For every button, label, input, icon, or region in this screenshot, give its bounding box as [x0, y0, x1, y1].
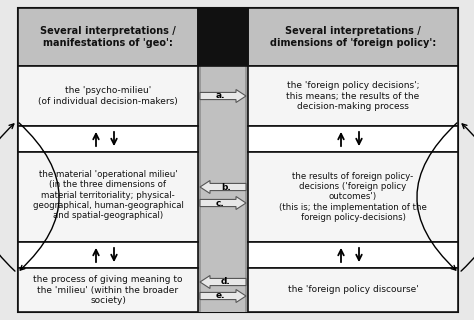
Bar [18, 66, 198, 126]
FancyArrow shape [200, 276, 246, 289]
FancyArrowPatch shape [19, 123, 59, 270]
Bar [248, 152, 458, 242]
FancyArrowPatch shape [461, 124, 474, 271]
Bar [18, 8, 198, 66]
FancyArrow shape [200, 90, 246, 102]
Bar [248, 268, 458, 312]
Text: e.: e. [215, 292, 225, 300]
Bar [198, 8, 248, 66]
FancyArrow shape [200, 180, 246, 194]
Bar [198, 8, 248, 312]
Bar [18, 268, 198, 312]
Text: the 'psycho-milieu'
(of individual decision-makers): the 'psycho-milieu' (of individual decis… [38, 86, 178, 106]
FancyArrow shape [200, 290, 246, 302]
Text: the material 'operational milieu'
(in the three dimensions of
material territori: the material 'operational milieu' (in th… [33, 170, 183, 220]
Bar [201, 8, 245, 312]
FancyArrowPatch shape [417, 123, 457, 270]
Text: the 'foreign policy decisions';
this means; the results of the
decision-making p: the 'foreign policy decisions'; this mea… [286, 81, 419, 111]
Bar [18, 126, 198, 152]
FancyArrowPatch shape [0, 124, 15, 271]
FancyArrow shape [200, 196, 246, 210]
Bar [248, 66, 458, 126]
Text: b.: b. [221, 182, 231, 191]
Bar [248, 242, 458, 268]
Text: the 'foreign policy discourse': the 'foreign policy discourse' [288, 285, 419, 294]
Bar [18, 152, 198, 242]
Text: c.: c. [216, 198, 224, 207]
Bar [248, 8, 458, 66]
Bar [18, 242, 198, 268]
Text: the process of giving meaning to
the 'milieu' (within the broader
society): the process of giving meaning to the 'mi… [33, 275, 183, 305]
Text: d.: d. [221, 277, 231, 286]
Bar [248, 126, 458, 152]
Text: Several interpretations /
dimensions of 'foreign policy':: Several interpretations / dimensions of … [270, 26, 436, 48]
Text: the results of foreign policy-
decisions ('foreign policy
outcomes')
(this is; t: the results of foreign policy- decisions… [279, 172, 427, 222]
Text: Several interpretations /
manifestations of 'geo':: Several interpretations / manifestations… [40, 26, 176, 48]
Text: a.: a. [215, 92, 225, 100]
